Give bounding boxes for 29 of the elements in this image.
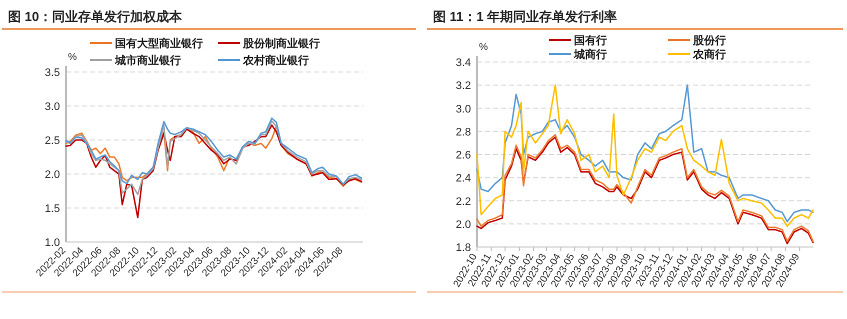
chart-title: 图 11：1 年期同业存单发行利率 xyxy=(433,9,618,24)
y-tick-label: 3.5 xyxy=(44,67,60,79)
legend-label: 城市商业银行 xyxy=(114,54,181,67)
y-tick-label: 1.5 xyxy=(44,203,60,215)
y-tick-label: 3.0 xyxy=(44,101,60,113)
y-axis-title: % xyxy=(68,52,77,63)
y-tick-label: 1.8 xyxy=(456,242,471,254)
y-tick-label: 3.4 xyxy=(456,57,471,69)
chart-title: 图 10：同业存单发行加权成本 xyxy=(8,9,184,24)
line-series xyxy=(65,124,362,218)
legend-label: 国有大型商业银行 xyxy=(115,37,203,50)
y-tick-label: 2.0 xyxy=(456,218,471,231)
legend-label: 农村商业银行 xyxy=(242,54,309,67)
y-tick-label: 2.6 xyxy=(456,150,471,162)
line-series xyxy=(65,120,362,196)
y-axis-title: % xyxy=(479,42,488,53)
y-tick-label: 1.0 xyxy=(44,237,60,249)
y-tick-label: 2.8 xyxy=(456,126,471,138)
y-tick-label: 2.2 xyxy=(456,196,471,208)
y-tick-label: 3.2 xyxy=(456,80,471,92)
y-tick-label: 2.0 xyxy=(44,169,60,181)
legend-label: 城商行 xyxy=(573,48,607,61)
y-tick-label: 3.0 xyxy=(456,103,471,116)
legend-label: 国有行 xyxy=(574,34,607,47)
legend-label: 农商行 xyxy=(692,48,726,61)
legend-label: 股份制商业银行 xyxy=(242,37,320,50)
y-tick-label: 2.5 xyxy=(44,135,60,147)
legend-label: 股份行 xyxy=(692,34,726,47)
y-tick-label: 2.4 xyxy=(456,172,471,185)
